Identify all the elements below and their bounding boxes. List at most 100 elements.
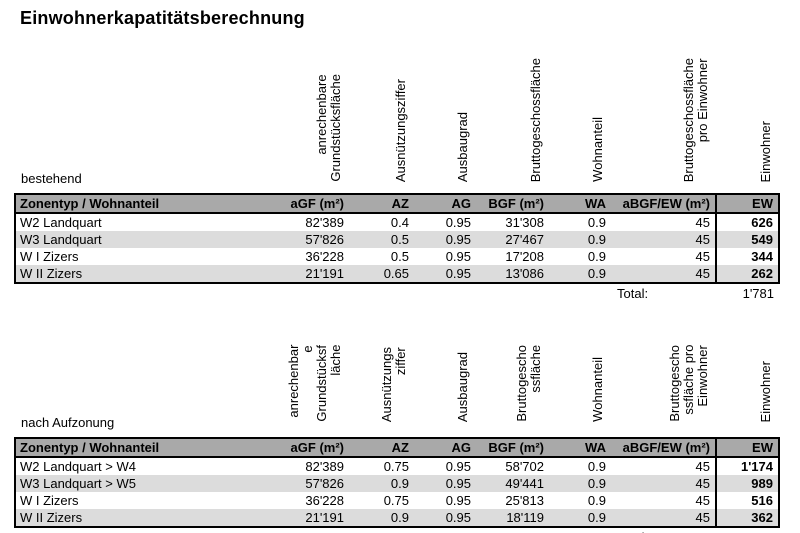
column-header: EW	[715, 437, 780, 458]
value-cell: 0.75	[349, 492, 414, 509]
rotated-column-header: Wohnanteil	[590, 117, 605, 182]
value-cell: 57'826	[261, 231, 349, 248]
zone-name-cell: W2 Landquart	[14, 213, 261, 231]
value-cell: 989	[715, 475, 780, 492]
total-row-spacer	[15, 527, 611, 533]
rotated-column-header-cell: Bruttogescho ssfläche pro Einwohner	[611, 303, 716, 438]
rotated-column-header: Bruttogescho ssfläche pro Einwohner	[667, 345, 710, 422]
rotated-column-header: Bruttogeschossfläche	[528, 57, 543, 182]
column-header-row: Zonentyp / Wohnanteil aGF (m²) AZ AG BGF (m²…	[14, 437, 780, 458]
rotated-column-header-cell: Ausbaugrad	[414, 28, 476, 194]
value-cell: 0.9	[549, 475, 611, 492]
value-cell: 0.95	[414, 457, 476, 475]
value-cell: 82'389	[261, 457, 349, 475]
total-label: Total:	[617, 286, 649, 301]
total-row-spacer	[15, 283, 611, 303]
rotated-column-header: Ausnützungsziffer	[393, 78, 408, 182]
value-cell: 0.95	[414, 265, 476, 284]
value-cell: 0.5	[349, 248, 414, 265]
table-row: W I Zizers 36'228 0.75 0.95 25'813 0.9 45 516	[14, 492, 780, 509]
column-header: BGF (m²)	[476, 437, 549, 458]
column-header: AZ	[349, 193, 414, 214]
rotated-header-row: bestehend anrechenbare Grundstücksfläche A…	[15, 28, 779, 194]
rotated-column-header: Ausbaugrad	[455, 111, 470, 182]
capacity-table-nach-aufzonung: nach Aufzonung anrechenbar e Grundstücksf…	[14, 303, 780, 533]
value-cell: 0.95	[414, 248, 476, 265]
value-cell: 262	[715, 265, 780, 284]
rotated-column-header-cell: Wohnanteil	[549, 303, 611, 438]
zone-name-cell: W II Zizers	[14, 265, 261, 284]
rotated-column-header: Wohnanteil	[590, 357, 605, 422]
rotated-column-header: Ausnützungs ziffer	[379, 346, 408, 422]
tables-container: bestehend anrechenbare Grundstücksfläche A…	[14, 28, 800, 533]
rotated-column-header-cell: Bruttogeschossfläche	[476, 28, 549, 194]
zone-name-cell: W I Zizers	[14, 492, 261, 509]
rotated-column-header-cell: Wohnanteil	[549, 28, 611, 194]
rotated-header-row: nach Aufzonung anrechenbar e Grundstücksf…	[15, 303, 779, 438]
value-cell: 0.95	[414, 231, 476, 248]
rotated-column-header: Bruttogescho ssfläche	[514, 345, 543, 422]
value-cell: 0.4	[349, 213, 414, 231]
value-cell: 0.65	[349, 265, 414, 284]
page-title: Einwohnerkapatitätsberechnung	[20, 8, 305, 28]
rotated-column-header: anrechenbar e Grundstücksf läche	[286, 345, 343, 422]
section-label: nach Aufzonung	[21, 415, 115, 430]
value-cell: 0.9	[549, 457, 611, 475]
value-cell: 17'208	[476, 248, 549, 265]
zone-name-cell: W I Zizers	[14, 248, 261, 265]
value-cell: 45	[611, 457, 716, 475]
rotated-column-header-cell: Ausnützungsziffer	[349, 28, 414, 194]
zone-name-cell: W II Zizers	[14, 509, 261, 528]
column-header-row: Zonentyp / Wohnanteil aGF (m²) AZ AG BGF (m²…	[14, 193, 780, 214]
value-cell: 362	[715, 509, 780, 528]
total-value: 1'781	[742, 286, 774, 301]
total-label: Total:	[611, 527, 716, 533]
value-cell: 0.75	[349, 457, 414, 475]
column-header: EW	[715, 193, 780, 214]
table-row: W3 Landquart 57'826 0.5 0.95 27'467 0.9 45 549	[14, 231, 780, 248]
table-row: W3 Landquart > W5 57'826 0.9 0.95 49'441 0.9 4…	[14, 475, 780, 492]
value-cell: 25'813	[476, 492, 549, 509]
value-cell: 36'228	[261, 248, 349, 265]
value-cell: 0.9	[549, 248, 611, 265]
value-cell: 0.9	[549, 213, 611, 231]
value-cell: 21'191	[261, 265, 349, 284]
total-row: Total:3'041	[15, 527, 779, 533]
rotated-column-header-cell: Bruttogescho ssfläche	[476, 303, 549, 438]
value-cell: 626	[715, 213, 780, 231]
rotated-column-header: anrechenbare Grundstücksfläche	[314, 74, 343, 182]
column-header: WA	[549, 193, 611, 214]
rotated-column-header: Bruttogeschossfläche pro Einwohner	[681, 57, 710, 182]
value-cell: 344	[715, 248, 780, 265]
total-value: 3'041	[716, 527, 779, 533]
value-cell: 57'826	[261, 475, 349, 492]
rotated-column-header: Einwohner	[758, 360, 773, 422]
value-cell: 0.95	[414, 509, 476, 528]
value-cell: 0.95	[414, 213, 476, 231]
table-row: W II Zizers 21'191 0.9 0.95 18'119 0.9 45 362	[14, 509, 780, 528]
value-cell: 45	[611, 248, 716, 265]
zone-name-cell: W2 Landquart > W4	[14, 457, 261, 475]
zone-name-cell: W3 Landquart > W5	[14, 475, 261, 492]
value-cell: 549	[715, 231, 780, 248]
value-cell: 1'174	[715, 457, 780, 475]
rotated-column-header-cell: Einwohner	[716, 303, 779, 438]
capacity-table-bestehend: bestehend anrechenbare Grundstücksfläche A…	[14, 28, 780, 303]
value-cell: 49'441	[476, 475, 549, 492]
value-cell: 36'228	[261, 492, 349, 509]
value-cell: 21'191	[261, 509, 349, 528]
rotated-column-header-cell: Bruttogeschossfläche pro Einwohner	[611, 28, 716, 194]
column-header: AG	[414, 437, 476, 458]
value-cell: 0.9	[549, 265, 611, 284]
value-cell: 45	[611, 475, 716, 492]
column-header: AZ	[349, 437, 414, 458]
rotated-column-header-cell: Ausnützungs ziffer	[349, 303, 414, 438]
value-cell: 0.9	[549, 231, 611, 248]
table-row: W2 Landquart > W4 82'389 0.75 0.95 58'702 0.9…	[14, 457, 780, 475]
value-cell: 0.9	[549, 492, 611, 509]
value-cell: 45	[611, 231, 716, 248]
column-header: Zonentyp / Wohnanteil	[14, 437, 261, 458]
value-cell: 45	[611, 265, 716, 284]
value-cell: 82'389	[261, 213, 349, 231]
